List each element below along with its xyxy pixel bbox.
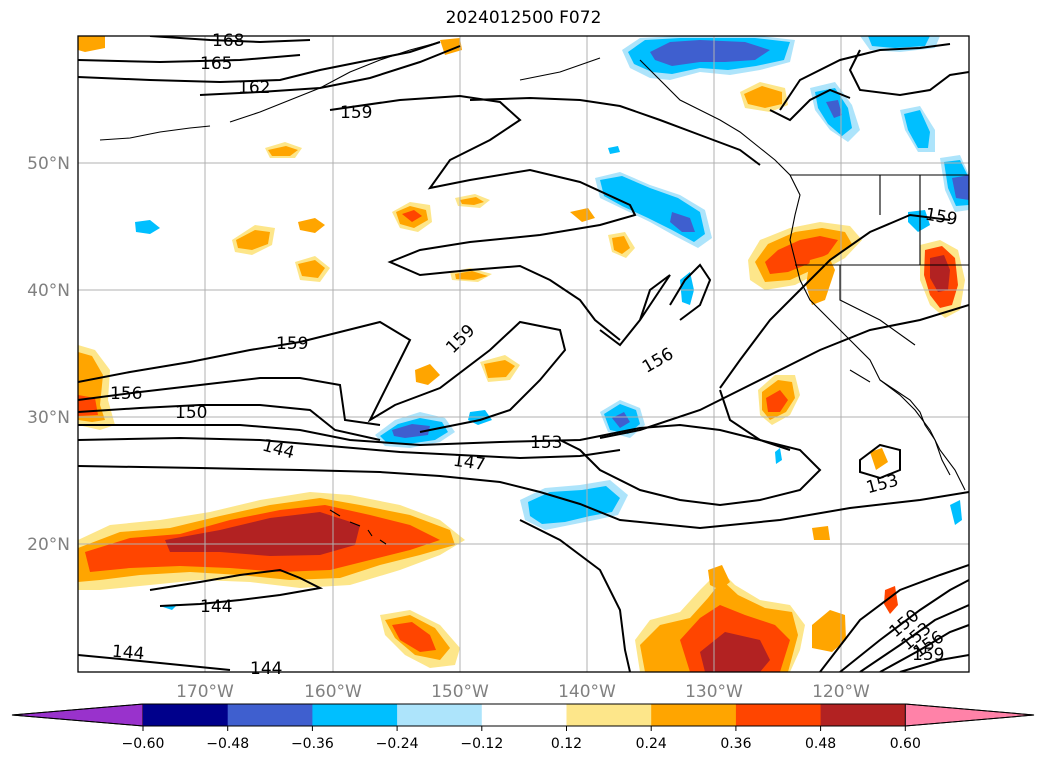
lon-label: 140°W bbox=[558, 682, 616, 702]
lon-label: 150°W bbox=[431, 682, 489, 702]
colorbar-segment bbox=[820, 704, 906, 726]
colorbar-tick-label: −0.60 bbox=[122, 736, 165, 752]
axis-labels: 50°N 40°N 30°N 20°N 170°W 160°W 150°W 14… bbox=[27, 154, 870, 702]
contour-label: 147 bbox=[452, 451, 487, 475]
colorbar-extend-min bbox=[11, 703, 144, 727]
colorbar-segment bbox=[397, 704, 483, 726]
colorbar-segment bbox=[143, 704, 229, 726]
colorbar-tick-label: 0.48 bbox=[805, 736, 836, 752]
lon-label: 120°W bbox=[812, 682, 870, 702]
contour-label: 153 bbox=[530, 433, 562, 453]
lat-label: 50°N bbox=[27, 154, 70, 174]
contour-label: 144 bbox=[200, 597, 232, 617]
colorbar-extend-max bbox=[904, 703, 1035, 727]
map-frame bbox=[77, 35, 970, 673]
contour-label: 156 bbox=[110, 384, 142, 404]
lon-label: 130°W bbox=[685, 682, 743, 702]
colorbar-tick-label: −0.24 bbox=[376, 736, 419, 752]
colorbar-segment bbox=[312, 704, 398, 726]
colorbar-tick-label: 0.60 bbox=[890, 736, 921, 752]
map-title: 2024012500 F072 bbox=[445, 8, 602, 28]
contour-label: 162 bbox=[238, 78, 270, 98]
colorbar-tick-label: 0.12 bbox=[551, 736, 582, 752]
colorbar-segment bbox=[735, 704, 822, 726]
colorbar-segment bbox=[227, 704, 313, 726]
contour-label: 168 bbox=[212, 31, 244, 51]
shading-layer bbox=[78, 36, 969, 672]
lat-label: 40°N bbox=[27, 281, 70, 301]
colorbar-tick-label: −0.48 bbox=[206, 736, 249, 752]
graticule bbox=[78, 36, 969, 672]
contour-label: 159 bbox=[340, 103, 372, 123]
contour-label: 144 bbox=[250, 659, 282, 679]
colorbar-segment bbox=[481, 704, 567, 726]
height-contours bbox=[78, 36, 969, 672]
colorbar-tick-label: −0.12 bbox=[460, 736, 503, 752]
colorbar-tick-label: 0.36 bbox=[720, 736, 751, 752]
colorbar: −0.60 −0.48 −0.36 −0.24 −0.12 0.12 0.24 0.36 0.4… bbox=[11, 703, 1035, 752]
colorbar-tick-label: 0.24 bbox=[636, 736, 667, 752]
colorbar-tick-label: −0.36 bbox=[291, 736, 334, 752]
map-layers bbox=[78, 36, 969, 672]
lat-label: 20°N bbox=[27, 535, 70, 555]
contour-label: 144 bbox=[111, 642, 145, 665]
contour-label: 159 bbox=[276, 334, 308, 354]
colorbar-segment bbox=[651, 704, 737, 726]
contour-label: 165 bbox=[200, 54, 232, 74]
lon-label: 170°W bbox=[176, 682, 234, 702]
lat-label: 30°N bbox=[27, 408, 70, 428]
contour-label: 159 bbox=[912, 645, 944, 665]
contour-label: 150 bbox=[175, 403, 207, 423]
lon-label: 160°W bbox=[304, 682, 362, 702]
colorbar-segment bbox=[566, 704, 652, 726]
